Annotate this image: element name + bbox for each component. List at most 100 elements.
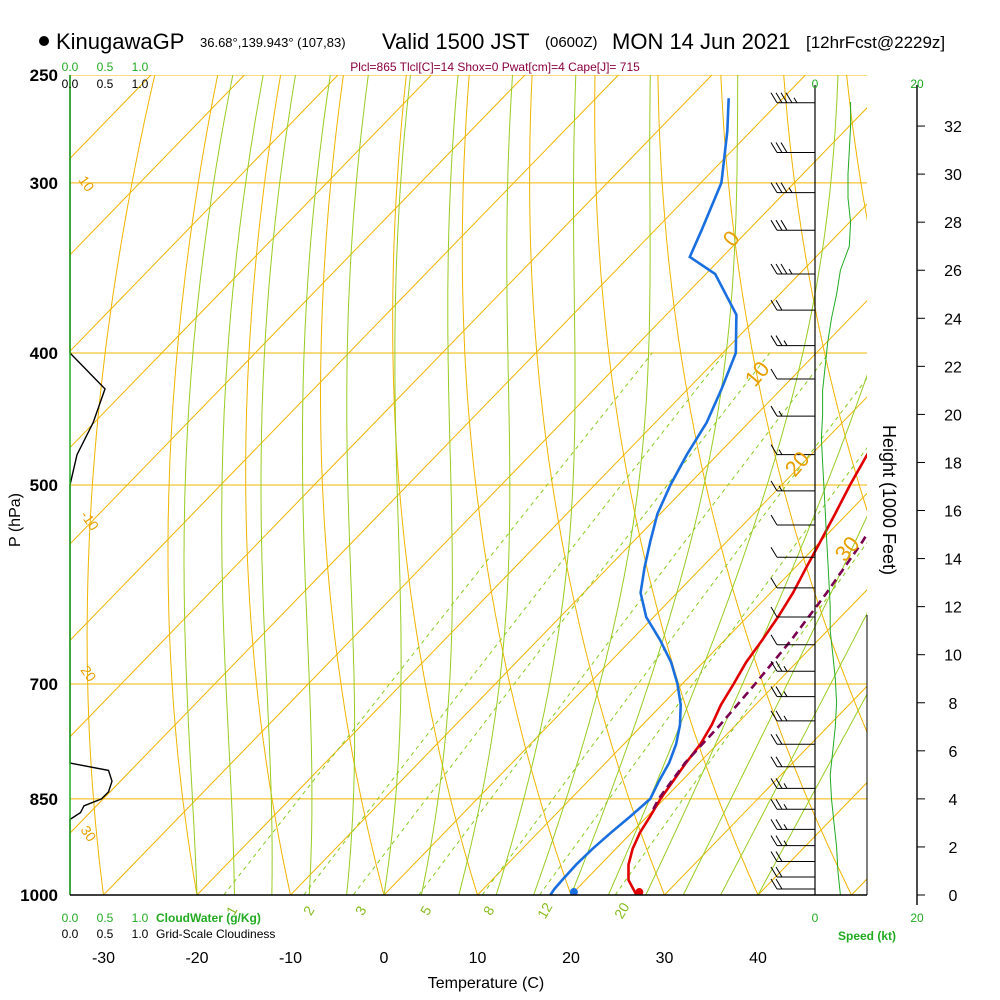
- wind-barb-flag: [780, 182, 788, 193]
- cloud-tick-label: 0.0: [62, 911, 79, 925]
- moist-adiabat: [607, 75, 839, 895]
- y-axis-label: P (hPa): [7, 493, 24, 547]
- dry-adiabat: [720, 75, 867, 734]
- valid-time: Valid 1500 JST: [382, 29, 530, 54]
- wind-barb-flag: [775, 219, 783, 231]
- cloud-tick-label: 1.0: [132, 927, 149, 941]
- wind-barb-half: [778, 449, 783, 455]
- wind-barb-flag: [770, 219, 778, 231]
- dry-adiabat: [846, 75, 867, 222]
- temperature-tick-label: 30: [656, 950, 674, 967]
- wind-barb: [770, 547, 815, 558]
- wind-barb-flag: [770, 710, 778, 722]
- wind-barb-flag: [775, 92, 783, 103]
- moist-adiabat-label: 30: [830, 531, 865, 566]
- isotherm-line: [70, 75, 339, 352]
- height-tick-label: 30: [944, 167, 962, 184]
- pressure-tick-label: 400: [30, 344, 58, 363]
- wind-barb-flag: [775, 756, 783, 767]
- mixing-ratio-label: 12: [534, 900, 556, 922]
- cloud-tick-label: 0.5: [97, 911, 114, 925]
- isotherm-line: [383, 396, 867, 895]
- wind-barb: [770, 634, 815, 646]
- cloud-tick-label: 0.5: [97, 77, 114, 91]
- wind-barb-flag: [770, 299, 778, 311]
- moist-adiabat: [682, 515, 867, 895]
- mixing-ratio-line: [614, 541, 867, 895]
- wind-barb: [770, 710, 815, 722]
- wind-barb-flag: [770, 444, 778, 455]
- cloudiness-profile: [69, 75, 113, 895]
- isotherm-line: [70, 75, 432, 449]
- wind-barb: [770, 444, 815, 456]
- dry-adiabat: [461, 75, 572, 895]
- wind-barb: [770, 263, 815, 275]
- isotherm-line: [664, 685, 867, 895]
- dry-adiabat: [783, 75, 867, 512]
- wind-barb-flag: [770, 577, 778, 589]
- speed-tick-label: 20: [910, 77, 924, 91]
- wind-barb-flag: [770, 142, 778, 153]
- wind-barb-flag: [770, 778, 778, 789]
- mixing-ratio-line: [303, 352, 726, 895]
- pressure-tick-label: 850: [30, 790, 58, 809]
- wind-barb: [770, 778, 815, 789]
- temperature-tick-label: -10: [279, 950, 302, 967]
- isotherm-line: [290, 299, 867, 895]
- wind-barb: [770, 606, 815, 618]
- cloud-tick-label: 1.0: [132, 60, 149, 74]
- wind-barb: [770, 733, 815, 745]
- height-tick-label: 22: [944, 359, 962, 376]
- wind-barb-flag: [770, 866, 778, 878]
- moist-adiabat: [570, 75, 739, 895]
- wind-barb: [770, 756, 815, 768]
- mixing-ratio-label: 20: [611, 900, 633, 922]
- wind-barb: [770, 368, 815, 380]
- surface-dewpoint-marker: [569, 888, 578, 895]
- moist-adiabat: [720, 612, 867, 895]
- speed-tick-label: 0: [812, 911, 819, 925]
- cloud-tick-label: 1.0: [132, 911, 149, 925]
- wind-barb-flag: [770, 514, 778, 526]
- moist-adiabat: [645, 374, 867, 895]
- wind-barb-flag: [770, 634, 778, 645]
- height-tick-label: 26: [944, 263, 962, 280]
- wind-barb-half: [783, 665, 788, 672]
- wind-speed-line: [820, 102, 852, 896]
- mixing-ratio-line: [418, 352, 830, 895]
- wind-barb: [770, 686, 815, 698]
- moist-adiabat-label: 0: [718, 226, 745, 251]
- wind-barb-flag: [770, 92, 778, 103]
- height-tick-label: 14: [944, 552, 962, 569]
- dry-adiabat: [529, 75, 665, 895]
- isotherm-line: [103, 107, 867, 895]
- height-tick-label: 16: [944, 504, 962, 521]
- surface-temperature-marker: [635, 888, 644, 895]
- wind-barb-flag: [770, 182, 778, 193]
- wind-barb-flag: [775, 142, 783, 153]
- pressure-tick-label: 250: [30, 66, 58, 85]
- isotherm-line: [70, 75, 245, 256]
- isotherm-line: [70, 75, 806, 834]
- moist-adiabat: [757, 693, 867, 895]
- mixing-ratio-line: [539, 447, 867, 895]
- axis-labels: P (hPa) Temperature (C) Height (1000 Fee…: [7, 425, 899, 992]
- forecast-date: MON 14 Jun 2021: [612, 29, 791, 54]
- height-tick-label: 6: [949, 744, 958, 761]
- dry-adiabat-label: 30: [78, 823, 100, 845]
- wind-barb: [770, 335, 815, 347]
- wind-barb-half: [793, 97, 798, 103]
- wind-barb-flag: [770, 547, 778, 558]
- cloud-tick-label: 0.0: [62, 60, 79, 74]
- cloud-tick-label: 0.0: [62, 927, 79, 941]
- isotherm-line: [196, 203, 867, 895]
- wind-barb-flag: [780, 92, 788, 103]
- dry-adiabat: [245, 75, 291, 895]
- wind-barb-half: [788, 187, 793, 193]
- wind-barb: [770, 819, 815, 830]
- wind-barb-half: [778, 485, 783, 492]
- station-dot-icon: [39, 36, 49, 46]
- wind-barb-flag: [775, 710, 783, 722]
- dry-adiabat-label: -10: [78, 508, 103, 534]
- height-tick-label: 10: [944, 648, 962, 665]
